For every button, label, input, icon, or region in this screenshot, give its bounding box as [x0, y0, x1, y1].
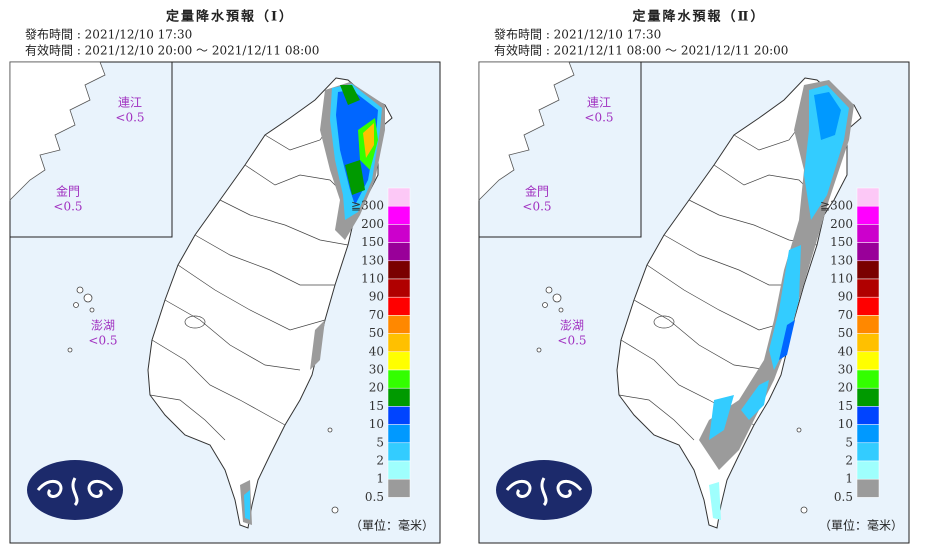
panel-title: 定量降水預報（Ⅱ）	[632, 9, 766, 25]
legend-swatch	[856, 442, 880, 462]
legend-swatch	[856, 260, 880, 280]
island-name: 澎湖	[560, 318, 584, 333]
legend-swatch	[387, 351, 411, 371]
legend-label: 200	[361, 217, 384, 231]
legend-label: 10	[838, 417, 853, 431]
legend-label: 30	[369, 363, 384, 377]
legend-label: 0.5	[834, 490, 853, 504]
legend-swatch	[387, 424, 411, 444]
legend-label: 150	[361, 235, 384, 249]
legend-swatch	[387, 478, 411, 498]
legend-swatch	[387, 369, 411, 389]
rain-area	[240, 82, 385, 525]
unit-label: （單位：毫米）	[819, 518, 903, 533]
legend-label: 20	[838, 381, 853, 395]
legend-swatch	[387, 315, 411, 334]
island-name: 連江	[118, 96, 142, 110]
island-value: <0.5	[584, 111, 613, 125]
legend-swatch	[387, 278, 411, 298]
legend-swatch	[856, 424, 880, 444]
valid-time: 有效時間 : 2021/12/11 08:00 ～ 2021/12/11 20:…	[494, 43, 788, 58]
legend-label: 5	[845, 435, 853, 449]
legend-swatch	[856, 478, 880, 498]
island-name: 連江	[587, 96, 611, 110]
legend-swatch	[387, 260, 411, 280]
legend-label: 70	[838, 308, 853, 322]
unit-label: （單位：毫米）	[350, 518, 434, 533]
legend-swatch	[856, 333, 880, 353]
legend-swatch	[856, 460, 880, 480]
issue-time: 發布時間 : 2021/12/10 17:30	[494, 27, 661, 42]
legend-label: ≧300	[351, 199, 384, 213]
legend-swatch	[856, 406, 880, 425]
island-value: <0.5	[88, 334, 117, 348]
island-name: 金門	[56, 184, 80, 199]
legend-label: 90	[369, 290, 384, 304]
legend-label: 50	[838, 326, 853, 340]
legend-swatch	[387, 460, 411, 480]
legend-swatch	[387, 205, 411, 225]
island-name: 澎湖	[91, 318, 115, 333]
valid-time: 有效時間 : 2021/12/10 20:00 ～ 2021/12/11 08:…	[25, 43, 319, 58]
island-value: <0.5	[557, 334, 586, 348]
legend-label: 20	[369, 381, 384, 395]
legend-swatch	[387, 406, 411, 425]
legend-label: 150	[830, 235, 853, 249]
legend-label: 5	[376, 435, 384, 449]
legend-swatch	[856, 278, 880, 298]
legend-swatch	[856, 387, 880, 407]
legend-label: 2	[845, 454, 853, 468]
legend-label: 130	[361, 253, 384, 267]
legend-swatch	[387, 224, 411, 243]
legend-label: 130	[830, 253, 853, 267]
legend-swatch	[387, 387, 411, 407]
legend-label: 15	[838, 399, 853, 413]
legend-swatch	[856, 205, 880, 225]
island-value: <0.5	[522, 200, 551, 214]
legend-label: 90	[838, 290, 853, 304]
legend-label: 0.5	[365, 490, 384, 504]
legend-label: 70	[369, 308, 384, 322]
panel-title: 定量降水預報（Ⅰ）	[165, 9, 294, 25]
island-value: <0.5	[53, 200, 82, 214]
legend-label: 30	[838, 363, 853, 377]
issue-time: 發布時間 : 2021/12/10 17:30	[25, 27, 192, 42]
legend-label: 110	[830, 272, 853, 286]
legend-swatch	[856, 224, 880, 243]
legend-label: 1	[376, 472, 384, 486]
legend-swatch	[856, 187, 880, 207]
legend-label: 1	[845, 472, 853, 486]
legend-swatch	[856, 351, 880, 371]
legend-label: 40	[838, 344, 853, 358]
legend-label: ≧300	[820, 199, 853, 213]
legend-label: 10	[369, 417, 384, 431]
legend-swatch	[856, 369, 880, 389]
legend-swatch	[856, 296, 880, 316]
island-name: 金門	[525, 184, 549, 199]
legend-swatch	[856, 242, 880, 262]
legend-label: 50	[369, 326, 384, 340]
island-value: <0.5	[115, 111, 144, 125]
legend-swatch	[387, 442, 411, 462]
rain-area	[699, 80, 854, 520]
legend-swatch	[387, 296, 411, 316]
legend-swatch	[856, 315, 880, 334]
legend-label: 200	[830, 217, 853, 231]
legend-label: 110	[361, 272, 384, 286]
legend-label: 15	[369, 399, 384, 413]
legend-swatch	[387, 333, 411, 353]
legend-label: 40	[369, 344, 384, 358]
legend-label: 2	[376, 454, 384, 468]
legend-swatch	[387, 187, 411, 207]
legend-swatch	[387, 242, 411, 262]
